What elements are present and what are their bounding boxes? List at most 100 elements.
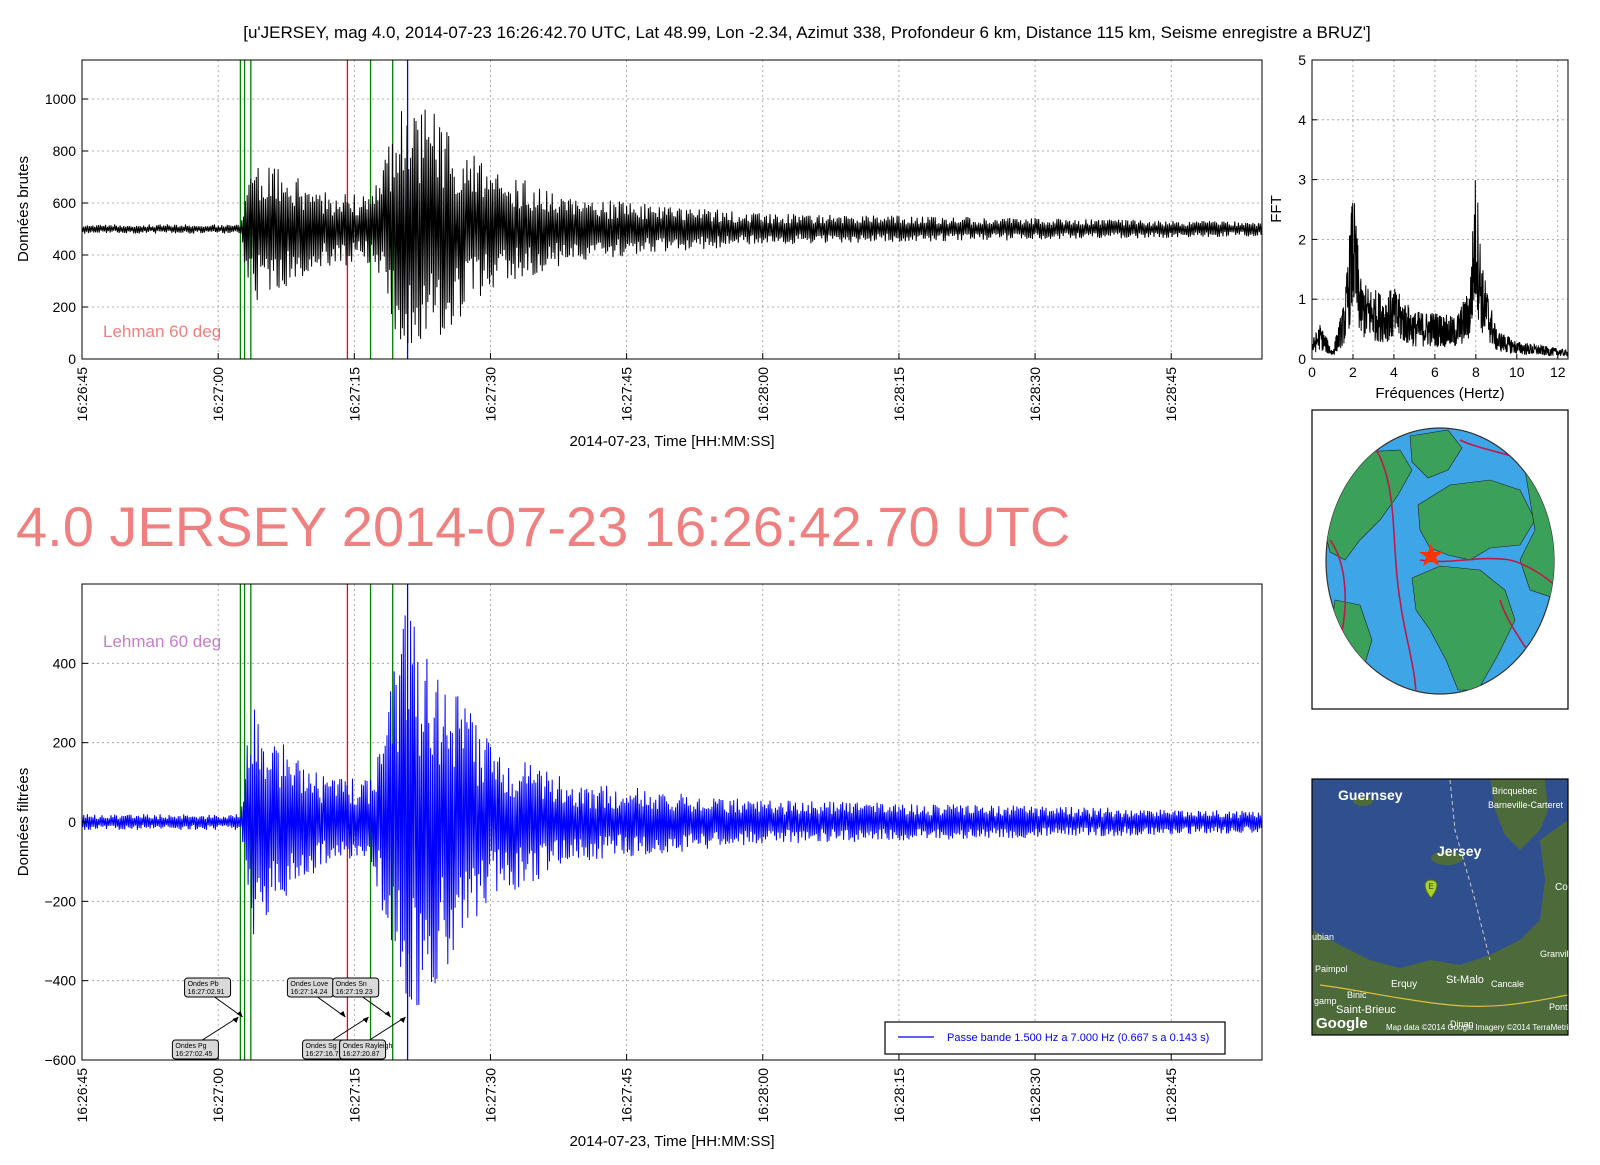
- y-tick-label: 600: [53, 195, 77, 211]
- annotation-label: Ondes Sn: [336, 981, 367, 988]
- map-place-label: Bricquebec: [1492, 786, 1538, 796]
- filtered-x-ticks: 16:26:45 16:27:00 16:27:15 16:27:30 16:27:45…: [74, 1054, 1179, 1123]
- x-tick-label: 16:26:45: [74, 1068, 90, 1123]
- fft-y-tick-label: 1: [1298, 291, 1306, 307]
- fft-y-tick-label: 4: [1298, 112, 1306, 128]
- fft-y-tick-label: 5: [1298, 52, 1306, 68]
- map-place-label: Saint-Brieuc: [1336, 1004, 1396, 1016]
- y-tick-label: 200: [53, 299, 77, 315]
- annotation-time: 16:27:16.79: [306, 1051, 343, 1058]
- map-place-label: Co: [1555, 882, 1568, 893]
- fft-x-ticks: 0 2 4 6 8 10 12: [1308, 354, 1566, 380]
- annotation-time: 16:27:14.24: [290, 989, 327, 996]
- filtered-trace-line: [81, 615, 1263, 1006]
- fft-x-tick-label: 4: [1390, 364, 1398, 380]
- raw-data-chart: 0 200 400 600 800 1000 16:26:45 16:27:00 16:27:…: [15, 59, 1263, 450]
- map-place-label: Pont: [1549, 1002, 1568, 1012]
- x-tick-label: 16:28:30: [1027, 1068, 1043, 1123]
- map-place-label: ubian: [1312, 932, 1334, 942]
- x-tick-label: 16:28:00: [755, 367, 771, 422]
- fft-y-ticks: 0 1 2 3 4 5: [1298, 52, 1317, 367]
- map-place-label: gamp: [1314, 996, 1337, 1006]
- fft-x-tick-label: 12: [1550, 364, 1566, 380]
- annotation-arrowhead: [362, 1017, 369, 1023]
- raw-trace-line: [81, 109, 1263, 344]
- fft-y-axis-label: FFT: [1268, 195, 1285, 223]
- annotation-arrow: [202, 1016, 239, 1041]
- raw-y-axis-label: Données brutes: [15, 156, 32, 262]
- annotation-time: 16:27:02.45: [175, 1051, 212, 1058]
- raw-y-ticks: 0 200 400 600 800 1000: [45, 91, 88, 367]
- annotation-label: Ondes Pb: [188, 981, 219, 988]
- annotation-arrow: [369, 1016, 406, 1041]
- annotation-time: 16:27:19.23: [336, 989, 373, 996]
- map-place-label: Barneville-Carteret: [1488, 800, 1564, 810]
- y-tick-label: −400: [44, 973, 76, 989]
- map-place-label: Granvil: [1540, 949, 1569, 959]
- x-tick-label: 16:28:00: [755, 1068, 771, 1123]
- raw-x-axis-label: 2014-07-23, Time [HH:MM:SS]: [569, 433, 774, 450]
- annotation-box: [332, 977, 380, 998]
- annotation-box: [339, 1039, 387, 1060]
- map-attribution: Map data ©2014 Google Imagery ©2014 Terr…: [1386, 1023, 1576, 1032]
- fft-y-tick-label: 2: [1298, 231, 1306, 247]
- x-tick-label: 16:28:15: [891, 367, 907, 422]
- annotation-time: 16:27:20.87: [343, 1051, 380, 1058]
- fft-plot-frame: [1311, 59, 1569, 360]
- annotation-box: [171, 1039, 219, 1060]
- y-tick-label: 800: [53, 143, 77, 159]
- map-place-label: Binic: [1347, 990, 1367, 1000]
- filtered-lehman-annotation: Lehman 60 deg: [103, 632, 221, 651]
- fft-x-tick-label: 6: [1431, 364, 1439, 380]
- annotation-label: Ondes Pg: [175, 1043, 206, 1050]
- annotation-arrowhead: [236, 1011, 243, 1017]
- y-tick-label: 1000: [45, 91, 76, 107]
- x-tick-label: 16:27:30: [482, 367, 498, 422]
- map-coast-land: [1312, 820, 1568, 1035]
- map-place-label: Jersey: [1437, 843, 1482, 859]
- map-place-label: Erquy: [1391, 979, 1417, 990]
- x-tick-label: 16:26:45: [74, 367, 90, 422]
- x-tick-label: 16:27:45: [619, 367, 635, 422]
- x-tick-label: 16:27:00: [210, 367, 226, 422]
- map-marker-icon: [1424, 879, 1438, 899]
- x-tick-label: 16:27:15: [346, 367, 362, 422]
- filtered-legend: Passe bande 1.500 Hz a 7.000 Hz (0.667 s…: [884, 1021, 1226, 1055]
- annotation-arrowhead: [399, 1017, 406, 1023]
- figure-suptitle: [u'JERSEY, mag 4.0, 2014-07-23 16:26:42.…: [243, 23, 1371, 42]
- fft-trace-line: [1311, 180, 1569, 357]
- y-tick-label: 400: [53, 655, 77, 671]
- filtered-y-ticks: −600 −400 −200 0 200 400: [44, 655, 88, 1068]
- annotation-label: Ondes Rayleigh: [343, 1043, 393, 1050]
- map-place-label: Dinan: [1450, 1019, 1474, 1029]
- locator-map-frame: [1311, 778, 1569, 1036]
- y-tick-label: 200: [53, 735, 77, 751]
- x-tick-label: 16:28:45: [1163, 367, 1179, 422]
- fft-x-tick-label: 2: [1349, 364, 1357, 380]
- x-tick-label: 16:27:15: [346, 1068, 362, 1123]
- x-tick-label: 16:27:45: [619, 1068, 635, 1123]
- filtered-x-axis-label: 2014-07-23, Time [HH:MM:SS]: [569, 1133, 774, 1150]
- x-tick-label: 16:28:45: [1163, 1068, 1179, 1123]
- map-place-label: Paimpol: [1315, 964, 1348, 974]
- globe-panel: [1311, 409, 1569, 710]
- legend-box: [884, 1021, 1226, 1055]
- fft-y-tick-label: 0: [1298, 351, 1306, 367]
- google-logo: Google: [1316, 1015, 1368, 1032]
- map-labels: Guernsey Bricquebec Barneville-Carteret Jer…: [1312, 786, 1569, 1029]
- epicenter-star-icon: [1419, 543, 1443, 566]
- x-tick-label: 16:27:00: [210, 1068, 226, 1123]
- event-title: 4.0 JERSEY 2014-07-23 16:26:42.70 UTC: [16, 495, 1070, 558]
- y-tick-label: −600: [44, 1052, 76, 1068]
- annotation-label: Ondes Love: [290, 981, 328, 988]
- annotation-arrowhead: [384, 1011, 391, 1017]
